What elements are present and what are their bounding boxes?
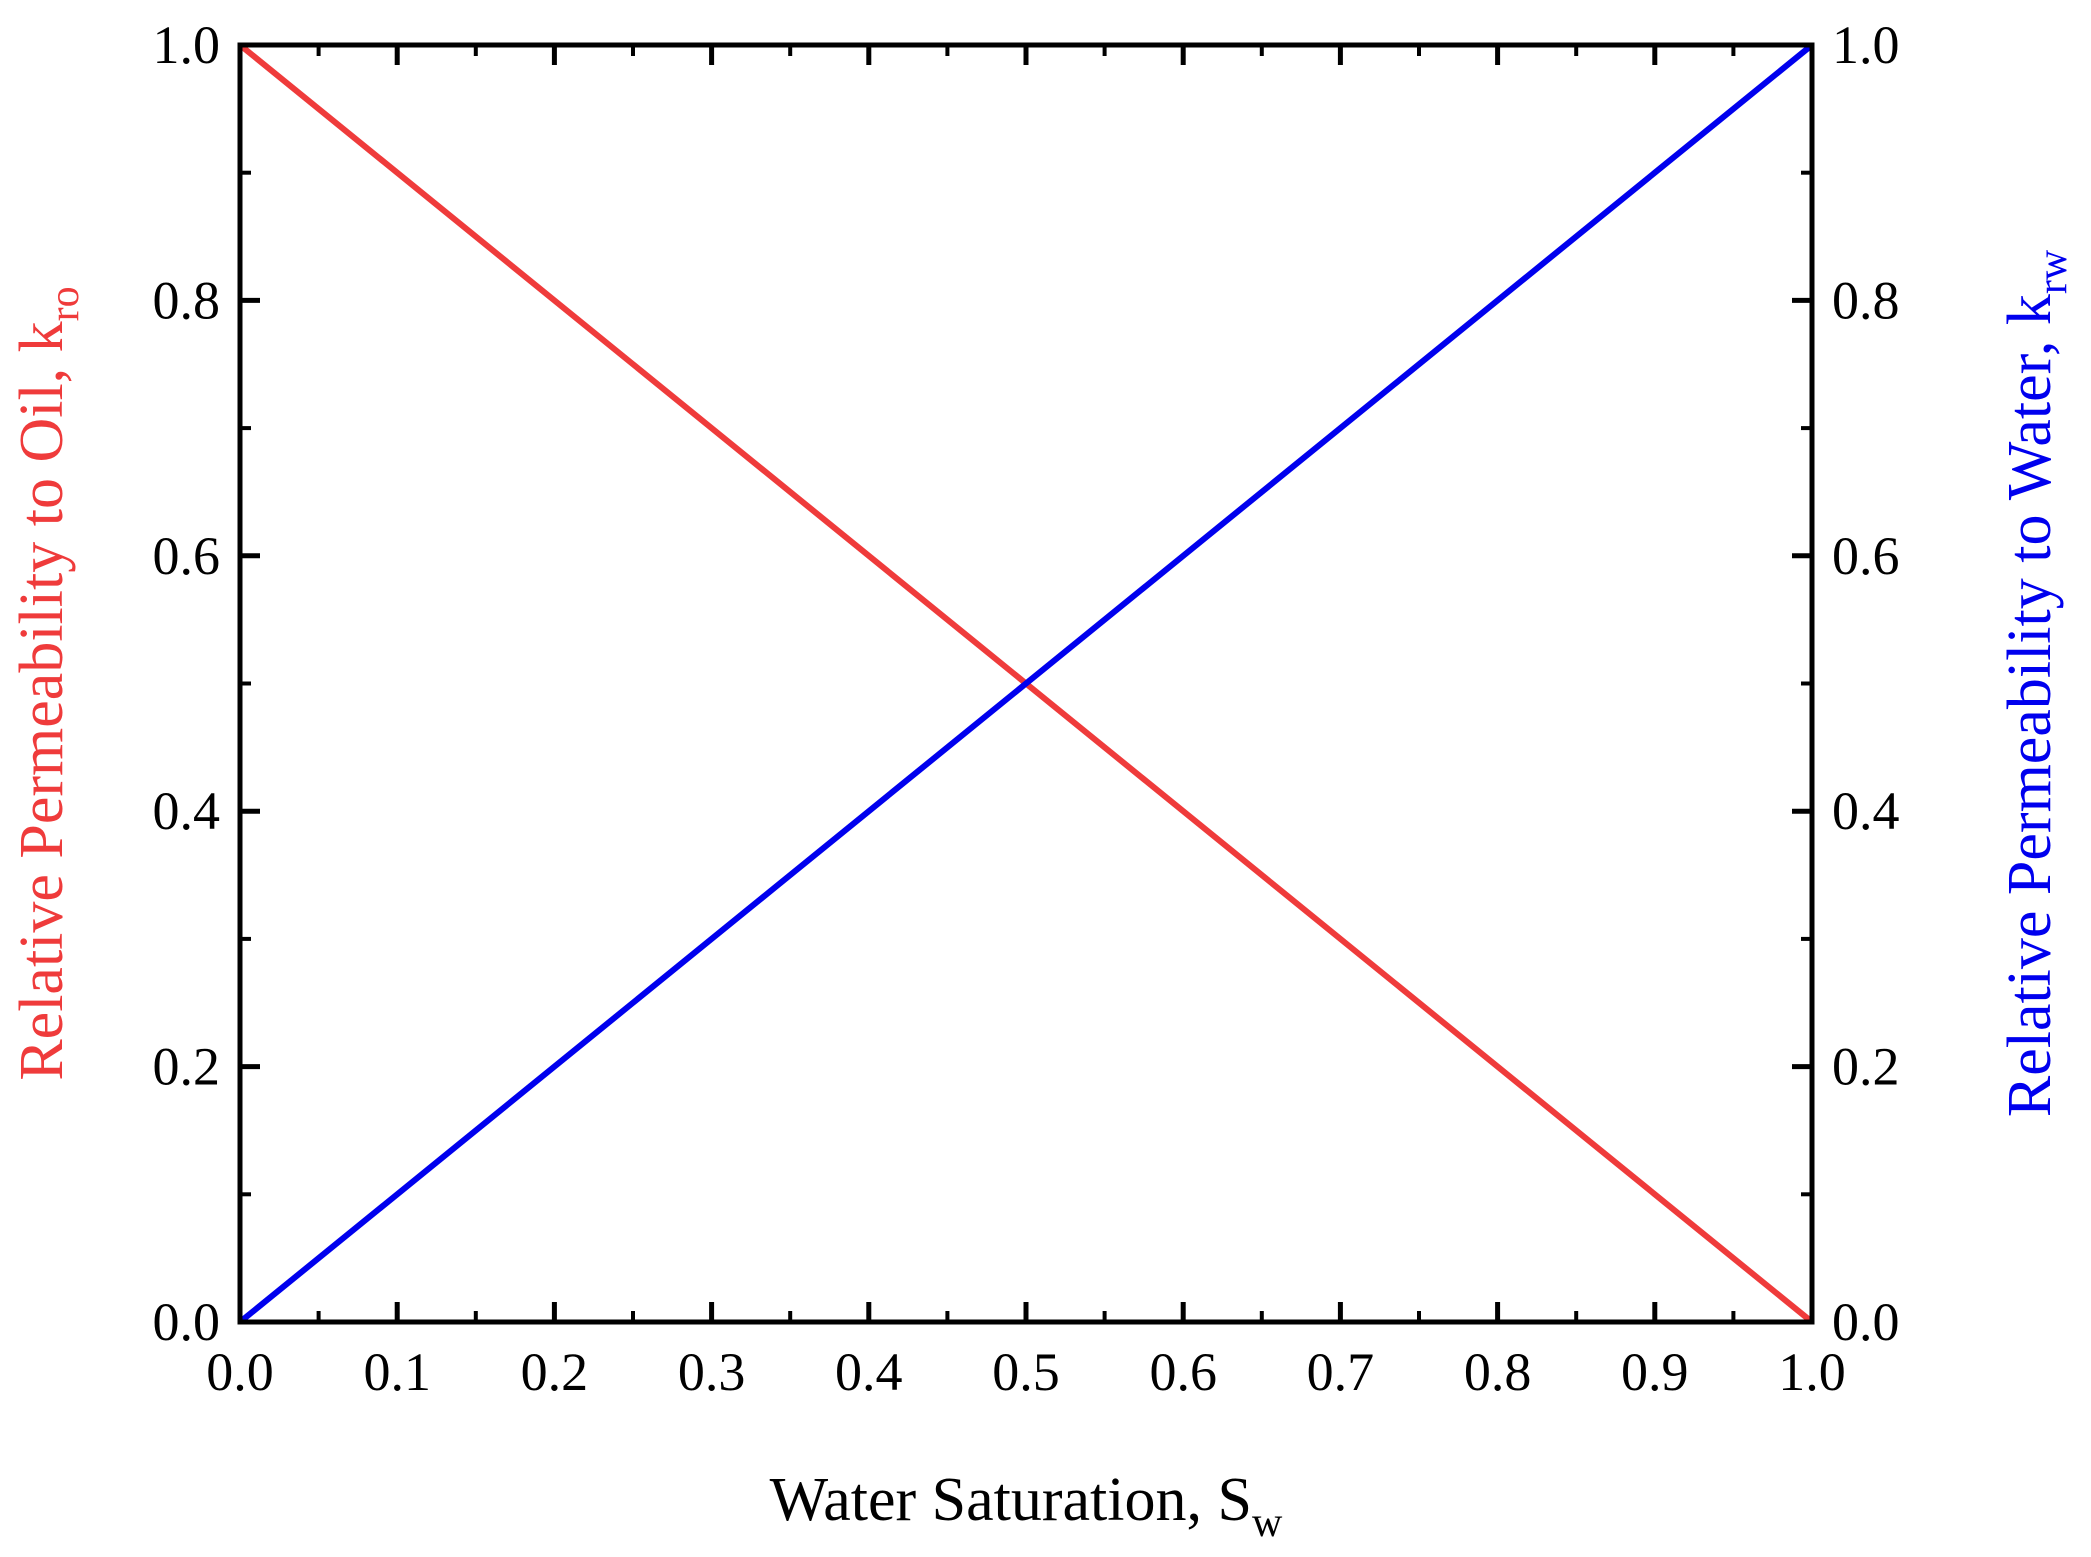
y-right-tick-label: 1.0 xyxy=(1832,15,1900,75)
y-right-tick-label: 0.2 xyxy=(1832,1037,1900,1097)
y-left-tick-label: 0.6 xyxy=(153,526,221,586)
x-tick-label: 1.0 xyxy=(1778,1342,1846,1402)
x-tick-label: 0.4 xyxy=(835,1342,903,1402)
y-axis-title-left: Relative Permeability to Oil, kro xyxy=(8,286,88,1080)
x-tick-label: 0.9 xyxy=(1621,1342,1689,1402)
y-right-tick-label: 0.8 xyxy=(1832,270,1900,330)
x-tick-label: 0.8 xyxy=(1464,1342,1532,1402)
x-tick-label: 0.6 xyxy=(1149,1342,1217,1402)
x-tick-label: 0.5 xyxy=(992,1342,1060,1402)
y-left-tick-label: 0.4 xyxy=(153,781,221,841)
series-lines xyxy=(238,42,1814,1325)
y-right-tick-label: 0.4 xyxy=(1832,781,1900,841)
y-left-tick-label: 0.0 xyxy=(153,1292,221,1352)
x-tick-label: 0.7 xyxy=(1307,1342,1375,1402)
x-tick-label: 0.2 xyxy=(521,1342,589,1402)
y-left-tick-label: 0.8 xyxy=(153,270,221,330)
tick-labels: 0.0 0.1 0.2 0.3 0.4 0.5 0.6 0.7 0.8 0.9 1.00.00.20… xyxy=(153,15,1900,1402)
series-line-k-rw xyxy=(238,42,1814,1325)
y-right-tick-label: 0.6 xyxy=(1832,526,1900,586)
y-axis-title-right: Relative Permeability to Water, krw xyxy=(1996,249,2076,1117)
x-tick-label: 0.0 xyxy=(206,1342,274,1402)
x-axis-title: Water Saturation, Sw xyxy=(770,1466,1283,1546)
y-left-tick-label: 0.2 xyxy=(153,1037,221,1097)
y-left-tick-label: 1.0 xyxy=(153,15,221,75)
x-tick-label: 0.1 xyxy=(363,1342,431,1402)
x-tick-label: 0.3 xyxy=(678,1342,746,1402)
plot-frame xyxy=(237,42,1815,1325)
y-right-tick-label: 0.0 xyxy=(1832,1292,1900,1352)
